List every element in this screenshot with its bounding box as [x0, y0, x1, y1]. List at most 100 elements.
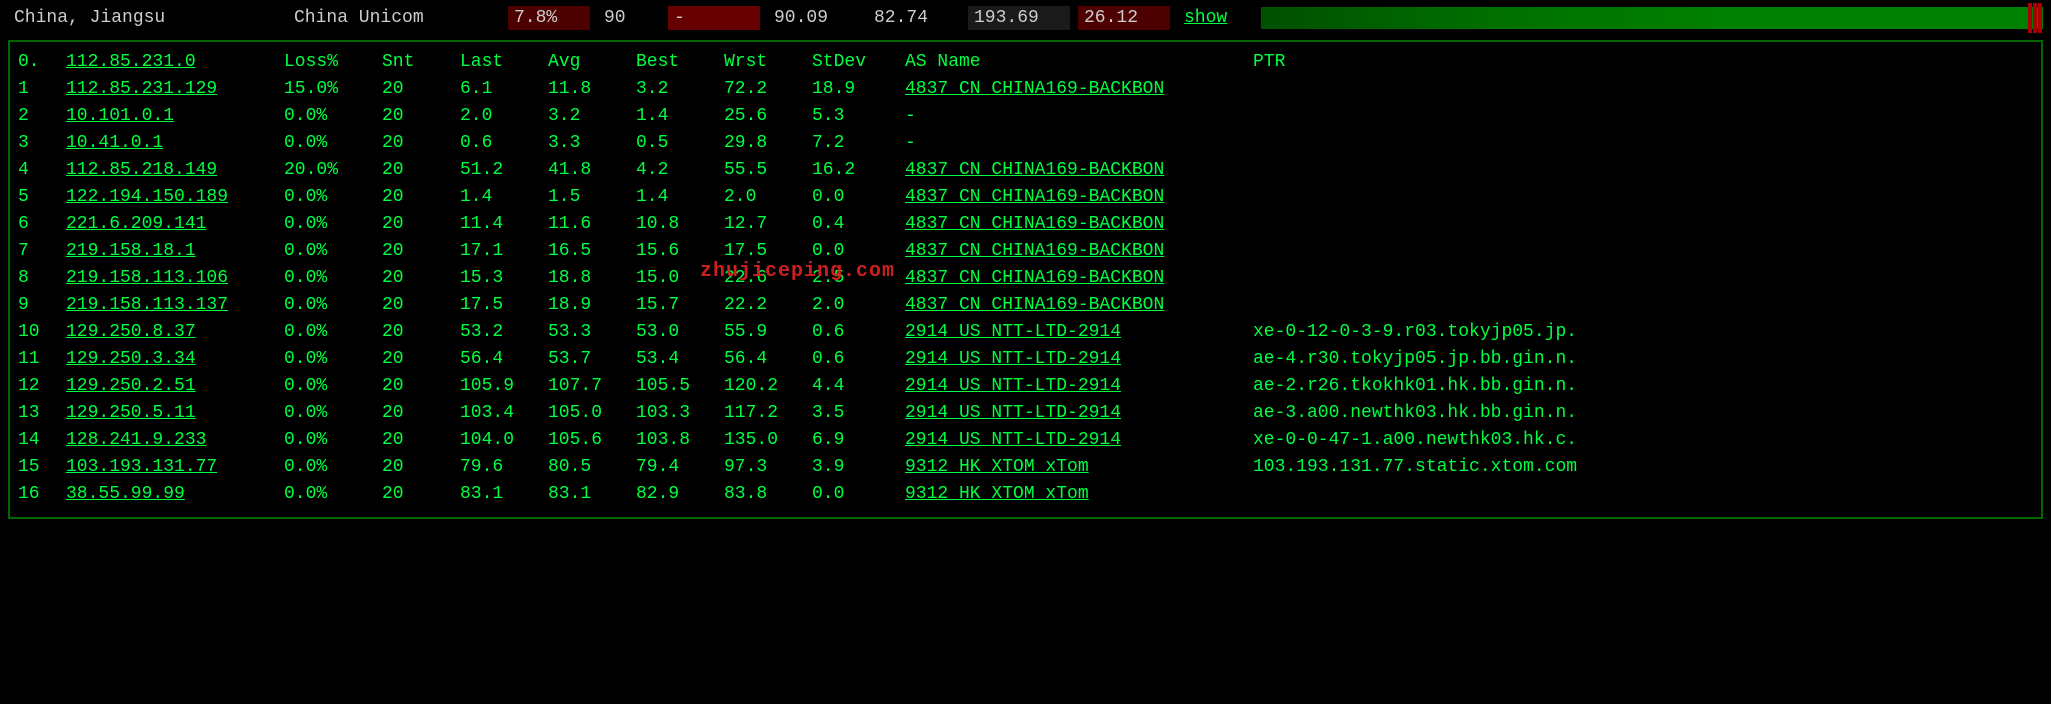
hop-as[interactable]: 2914 US NTT-LTD-2914 — [905, 430, 1253, 450]
hop-wrst: 22.2 — [724, 295, 812, 315]
hop-ip[interactable]: 219.158.113.137 — [66, 295, 284, 315]
hop-row: 11129.250.3.340.0%2056.453.753.456.40.62… — [18, 345, 2033, 372]
hop-ip[interactable]: 129.250.2.51 — [66, 376, 284, 396]
hop-as[interactable]: 4837 CN CHINA169-BACKBON — [905, 160, 1253, 180]
hop-as[interactable]: 4837 CN CHINA169-BACKBON — [905, 268, 1253, 288]
hop-ip[interactable]: 112.85.231.129 — [66, 79, 284, 99]
hop-row: 15103.193.131.770.0%2079.680.579.497.33.… — [18, 453, 2033, 480]
hop-avg: 107.7 — [548, 376, 636, 396]
hop-ip[interactable]: 10.41.0.1 — [66, 133, 284, 153]
hop-wrst: 25.6 — [724, 106, 812, 126]
summary-avg: 90.09 — [768, 6, 860, 30]
hop-as[interactable]: 2914 US NTT-LTD-2914 — [905, 376, 1253, 396]
hop-row: 14128.241.9.2330.0%20104.0105.6103.8135.… — [18, 426, 2033, 453]
hop-best: 103.8 — [636, 430, 724, 450]
hop-best: 15.7 — [636, 295, 724, 315]
header-stdev: StDev — [812, 52, 905, 72]
hop-row: 4112.85.218.14920.0%2051.241.84.255.516.… — [18, 156, 2033, 183]
hop-ip[interactable]: 129.250.5.11 — [66, 403, 284, 423]
hop-as[interactable]: 9312 HK XTOM xTom — [905, 484, 1253, 504]
location-label: China, Jiangsu — [8, 6, 280, 30]
hop-last: 104.0 — [460, 430, 548, 450]
hop-ip[interactable]: 128.241.9.233 — [66, 430, 284, 450]
header-ip[interactable]: 112.85.231.0 — [66, 52, 284, 72]
hop-snt: 20 — [382, 430, 460, 450]
hop-stdev: 0.6 — [812, 349, 905, 369]
hop-number: 14 — [18, 430, 66, 450]
hop-avg: 3.2 — [548, 106, 636, 126]
hop-avg: 16.5 — [548, 241, 636, 261]
header-as: AS Name — [905, 52, 1253, 72]
hop-wrst: 83.8 — [724, 484, 812, 504]
header-loss: Loss% — [284, 52, 382, 72]
hop-last: 83.1 — [460, 484, 548, 504]
hop-ip[interactable]: 219.158.113.106 — [66, 268, 284, 288]
hop-number: 12 — [18, 376, 66, 396]
hop-snt: 20 — [382, 484, 460, 504]
hop-ip[interactable]: 122.194.150.189 — [66, 187, 284, 207]
hop-row: 210.101.0.10.0%202.03.21.425.65.3- — [18, 102, 2033, 129]
hop-as[interactable]: 9312 HK XTOM xTom — [905, 457, 1253, 477]
isp-label: China Unicom — [288, 6, 500, 30]
hop-best: 10.8 — [636, 214, 724, 234]
hop-last: 51.2 — [460, 160, 548, 180]
hop-ip[interactable]: 221.6.209.141 — [66, 214, 284, 234]
hop-as[interactable]: 4837 CN CHINA169-BACKBON — [905, 187, 1253, 207]
hop-number: 2 — [18, 106, 66, 126]
hop-ip[interactable]: 219.158.18.1 — [66, 241, 284, 261]
hop-loss: 0.0% — [284, 430, 382, 450]
hop-loss: 0.0% — [284, 106, 382, 126]
hop-as[interactable]: 2914 US NTT-LTD-2914 — [905, 322, 1253, 342]
hop-loss: 0.0% — [284, 457, 382, 477]
bar-red-tick — [2038, 3, 2042, 33]
hop-as[interactable]: 2914 US NTT-LTD-2914 — [905, 403, 1253, 423]
hop-row: 10129.250.8.370.0%2053.253.353.055.90.62… — [18, 318, 2033, 345]
summary-row: China, Jiangsu China Unicom 7.8% 90 - 90… — [0, 0, 2051, 36]
hop-ip[interactable]: 129.250.3.34 — [66, 349, 284, 369]
hop-row: 12129.250.2.510.0%20105.9107.7105.5120.2… — [18, 372, 2033, 399]
hop-ip[interactable]: 38.55.99.99 — [66, 484, 284, 504]
hop-stdev: 4.4 — [812, 376, 905, 396]
hop-avg: 105.6 — [548, 430, 636, 450]
hop-loss: 0.0% — [284, 322, 382, 342]
hop-snt: 20 — [382, 376, 460, 396]
hop-snt: 20 — [382, 79, 460, 99]
hop-wrst: 2.0 — [724, 187, 812, 207]
hop-ip[interactable]: 10.101.0.1 — [66, 106, 284, 126]
traceroute-panel: 0. 112.85.231.0 Loss% Snt Last Avg Best … — [8, 40, 2043, 519]
hop-stdev: 18.9 — [812, 79, 905, 99]
hop-snt: 20 — [382, 295, 460, 315]
hop-as[interactable]: 4837 CN CHINA169-BACKBON — [905, 214, 1253, 234]
hop-loss: 20.0% — [284, 160, 382, 180]
hop-avg: 83.1 — [548, 484, 636, 504]
hop-as: - — [905, 106, 1253, 126]
hop-as[interactable]: 4837 CN CHINA169-BACKBON — [905, 295, 1253, 315]
hop-last: 17.1 — [460, 241, 548, 261]
hop-as: - — [905, 133, 1253, 153]
hop-last: 2.0 — [460, 106, 548, 126]
hop-ip[interactable]: 112.85.218.149 — [66, 160, 284, 180]
hop-wrst: 22.6 — [724, 268, 812, 288]
hop-row: 13129.250.5.110.0%20103.4105.0103.3117.2… — [18, 399, 2033, 426]
hop-snt: 20 — [382, 457, 460, 477]
hop-row: 310.41.0.10.0%200.63.30.529.87.2- — [18, 129, 2033, 156]
hop-loss: 0.0% — [284, 241, 382, 261]
hop-as[interactable]: 4837 CN CHINA169-BACKBON — [905, 241, 1253, 261]
hop-ptr: ae-3.a00.newthk03.hk.bb.gin.n. — [1253, 403, 2033, 423]
hop-snt: 20 — [382, 322, 460, 342]
header-ptr: PTR — [1253, 52, 2033, 72]
hop-stdev: 0.0 — [812, 241, 905, 261]
hop-loss: 0.0% — [284, 349, 382, 369]
hop-last: 17.5 — [460, 295, 548, 315]
hop-row: 8219.158.113.1060.0%2015.318.815.022.62.… — [18, 264, 2033, 291]
hop-row: 6221.6.209.1410.0%2011.411.610.812.70.44… — [18, 210, 2033, 237]
summary-stdev: 26.12 — [1078, 6, 1170, 30]
show-link[interactable]: show — [1178, 6, 1233, 30]
hop-avg: 18.9 — [548, 295, 636, 315]
hop-avg: 1.5 — [548, 187, 636, 207]
hop-ip[interactable]: 129.250.8.37 — [66, 322, 284, 342]
hop-last: 15.3 — [460, 268, 548, 288]
hop-ip[interactable]: 103.193.131.77 — [66, 457, 284, 477]
hop-as[interactable]: 4837 CN CHINA169-BACKBON — [905, 79, 1253, 99]
hop-as[interactable]: 2914 US NTT-LTD-2914 — [905, 349, 1253, 369]
